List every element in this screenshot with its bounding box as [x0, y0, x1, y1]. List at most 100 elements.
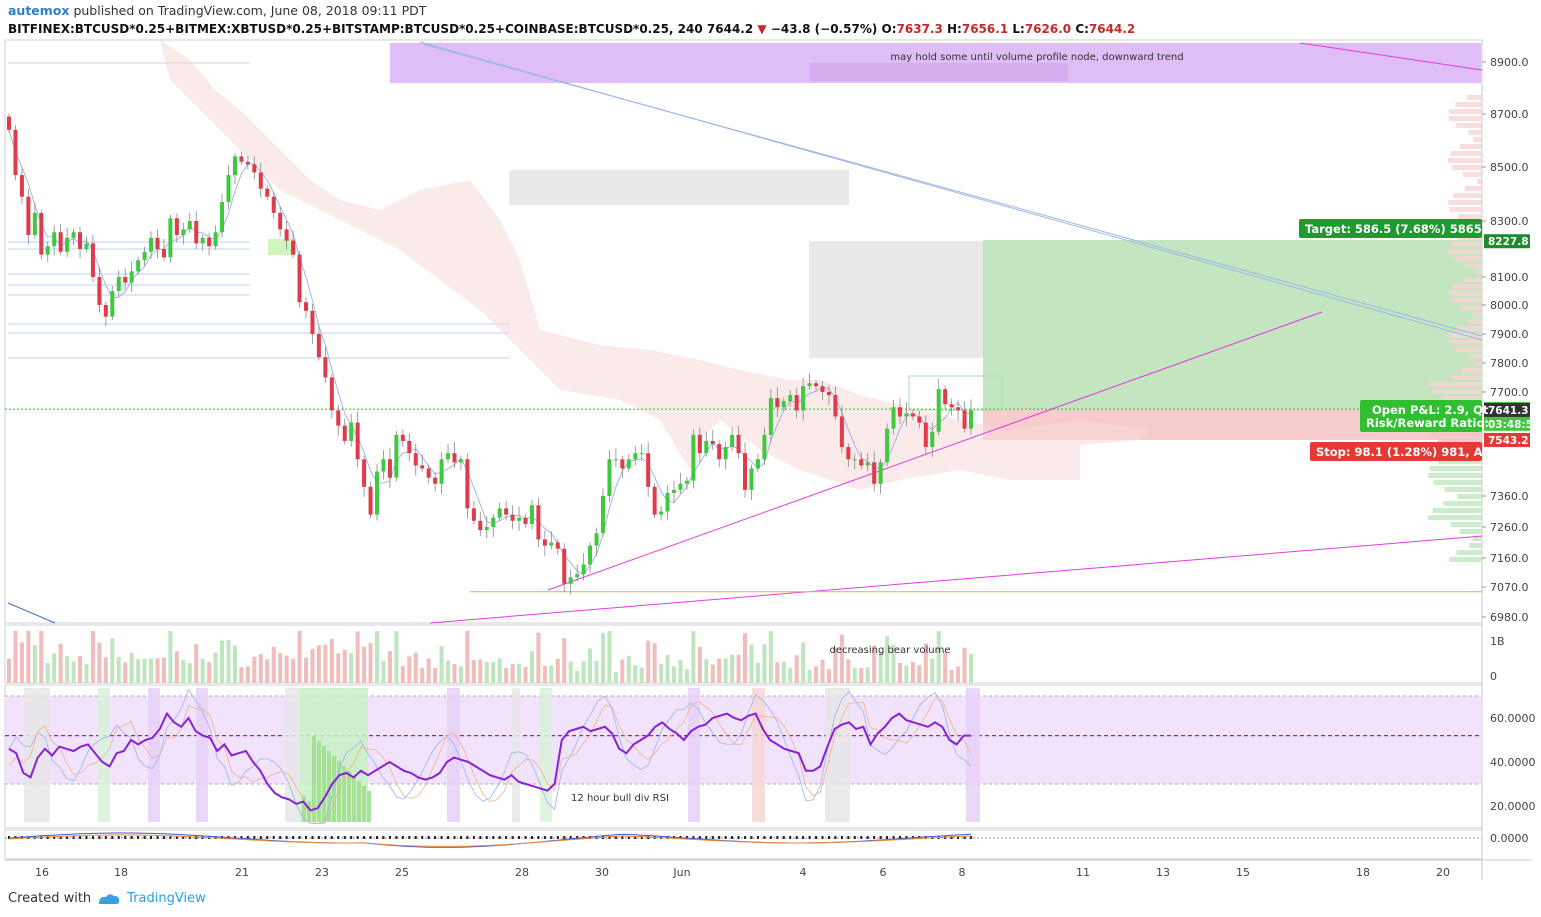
volume-bar: [529, 651, 534, 683]
volume-profile-bar: [1473, 361, 1482, 366]
volume-bar: [839, 634, 844, 683]
macd-histogram-bar: [85, 836, 88, 839]
volume-profile-bar: [1455, 326, 1482, 331]
volume-bar: [58, 643, 63, 683]
candle-body: [181, 229, 186, 235]
volume-profile-bar: [1473, 137, 1482, 142]
macd-histogram-bar: [98, 836, 101, 839]
blue-line-fragment: [7, 602, 56, 624]
candle: [271, 191, 276, 219]
macd-histogram-bar: [647, 836, 650, 839]
candle: [90, 235, 95, 283]
volume-profile-bar: [1450, 298, 1482, 303]
zone-annotation: may hold some until volume profile node,…: [890, 52, 1183, 63]
macd-histogram-bar: [285, 836, 288, 839]
candle-body: [484, 527, 489, 531]
volume-bar: [478, 659, 483, 683]
volume-bar: [917, 665, 922, 683]
candle-body: [284, 229, 289, 241]
candle-body: [523, 517, 528, 524]
candle: [239, 151, 244, 165]
candle: [329, 374, 334, 419]
author-name[interactable]: autemox: [8, 3, 70, 18]
volume-bar: [568, 661, 573, 683]
candle: [885, 423, 890, 467]
candle: [743, 442, 748, 498]
candle: [517, 506, 522, 532]
volume-profile-bar: [1429, 431, 1482, 436]
candle: [116, 270, 121, 297]
macd-histogram-bar: [240, 836, 243, 839]
candle-body: [568, 577, 573, 584]
candle-body: [536, 505, 541, 540]
candle: [207, 232, 212, 256]
volume-bar: [252, 656, 257, 683]
macd-histogram-bar: [821, 836, 824, 839]
target-label: Target: 586.5 (7.68%) 5865,: [1305, 222, 1486, 236]
macd-histogram-bar: [298, 836, 301, 839]
candle: [620, 455, 625, 479]
cloud-area: [160, 40, 1150, 490]
volume-bar: [355, 631, 360, 683]
candle: [523, 513, 528, 528]
rsi-histogram-bar: [322, 746, 326, 822]
candle-body: [65, 237, 70, 252]
x-tick-label: 4: [800, 866, 807, 879]
volume-profile-bar: [1460, 368, 1482, 373]
volume-profile-bar: [1449, 116, 1482, 121]
candle-body: [84, 243, 89, 249]
volume-bar: [78, 655, 83, 683]
candle: [149, 231, 154, 260]
candle: [568, 569, 573, 595]
x-tick-label: 18: [1356, 866, 1370, 879]
macd-histogram-bar: [924, 836, 927, 839]
candle-body: [446, 453, 451, 460]
candle-body: [588, 545, 593, 565]
volume-bar: [523, 666, 528, 683]
volume-profile-bar: [1468, 543, 1482, 548]
candle-body: [710, 440, 715, 444]
y-tick-label: 6980.0: [1490, 611, 1529, 624]
macd-histogram-bar: [459, 836, 462, 839]
volume-profile-bar: [1449, 557, 1482, 562]
candle-body: [316, 334, 321, 358]
candle-body: [930, 431, 935, 448]
rsi-highlight-bar: [196, 688, 208, 822]
x-tick-label: 11: [1076, 866, 1090, 879]
candle: [84, 236, 89, 253]
volume-bar: [968, 654, 974, 683]
candle-body: [897, 407, 902, 417]
rsi-histogram-bar: [337, 761, 341, 822]
candle: [291, 230, 296, 258]
volume-bar: [465, 631, 470, 683]
tradingview-brand[interactable]: TradingView: [127, 891, 206, 906]
volume-profile-bar: [1429, 466, 1482, 471]
symbol-name: BITFINEX:BTCUSD*0.25+BITMEX:XBTUSD*0.25+…: [8, 22, 703, 36]
volume-bar: [691, 631, 696, 683]
candle-body: [510, 514, 515, 521]
volume-bar: [588, 648, 593, 683]
candle-body: [923, 422, 928, 448]
volume-bar: [904, 665, 909, 683]
tradingview-logo-icon[interactable]: [97, 892, 121, 906]
candle-body: [303, 302, 308, 311]
macd-histogram-bar: [505, 836, 508, 839]
y-tick-label: 8300.0: [1490, 215, 1529, 228]
candle-body: [232, 156, 237, 176]
x-tick-label: 16: [35, 866, 49, 879]
volume-bar: [504, 667, 509, 683]
axes-layer: 8900.0 8700.0 8500.0 8300.0 8100.0 8000.0 7900…: [35, 56, 1540, 879]
volume-bar: [768, 631, 773, 683]
candle-body: [678, 483, 683, 490]
rsi-histogram-bar: [352, 776, 356, 822]
y-tick-label: 7160.0: [1490, 552, 1529, 565]
rsi-histogram-bar: [307, 801, 311, 822]
candle: [310, 303, 315, 344]
price-tag-bg: [1484, 234, 1530, 249]
candle-body: [45, 246, 50, 255]
volume-profile-bar: [1457, 494, 1482, 499]
volume-bar: [71, 661, 76, 683]
macd-histogram-bar: [492, 836, 495, 839]
volume-bar: [962, 647, 967, 683]
